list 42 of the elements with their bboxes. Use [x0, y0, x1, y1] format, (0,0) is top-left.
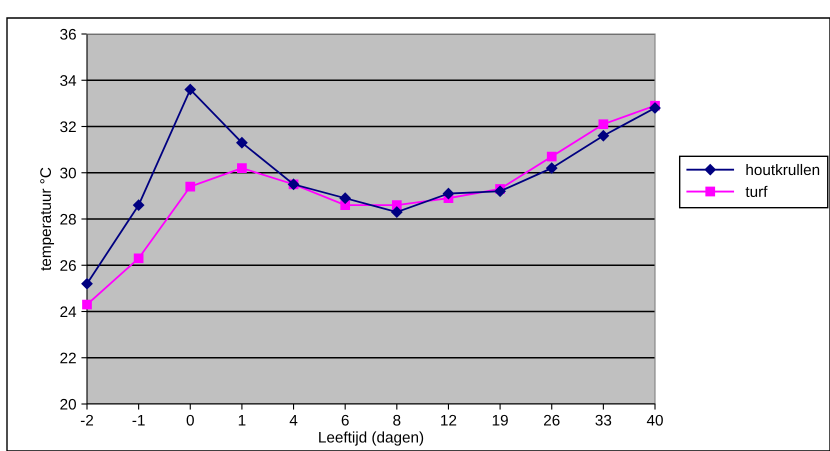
x-tick-label: 26	[544, 414, 560, 426]
x-tick-label: 0	[186, 414, 194, 426]
x-tick-label: 12	[441, 414, 456, 426]
point	[598, 119, 608, 130]
x-tick-label: 19	[492, 414, 508, 426]
legend-label: turf	[746, 186, 768, 198]
y-tick-label: 36	[60, 28, 76, 40]
x-tick-label: -1	[132, 414, 145, 426]
y-tick-label: 22	[60, 352, 76, 364]
x-tick-label: 4	[290, 414, 298, 426]
point	[134, 253, 144, 264]
y-axis-title: temperatuur °C	[40, 168, 54, 271]
point	[494, 186, 506, 197]
point	[442, 188, 454, 200]
point	[82, 300, 92, 310]
point	[185, 182, 196, 192]
point	[237, 163, 247, 173]
y-tick-label: 32	[60, 121, 76, 132]
point	[546, 152, 557, 162]
point	[391, 206, 402, 218]
y-tick-label: 20	[60, 398, 76, 410]
point	[184, 84, 196, 96]
point	[598, 130, 609, 142]
x-axis-title: Leeftijd (dagen)	[319, 431, 424, 446]
x-tick-label: 1	[238, 414, 246, 426]
y-tick-label: 34	[60, 75, 76, 86]
point	[546, 162, 558, 174]
point	[133, 200, 144, 211]
x-tick-label: 40	[646, 414, 663, 426]
point	[236, 137, 248, 148]
y-tick-label: 30	[60, 168, 76, 178]
legend-label: houtkrullen	[746, 164, 820, 176]
y-tick-label: 24	[60, 306, 76, 318]
y-tick-label: 26	[60, 260, 76, 271]
point	[81, 278, 93, 290]
y-tick-label: 28	[60, 214, 76, 225]
point	[649, 102, 661, 114]
x-tick-label: 33	[595, 414, 612, 426]
x-tick-label: -2	[80, 414, 94, 426]
x-tick-label: 6	[342, 414, 349, 426]
point	[340, 192, 351, 204]
x-tick-label: 8	[393, 414, 400, 426]
